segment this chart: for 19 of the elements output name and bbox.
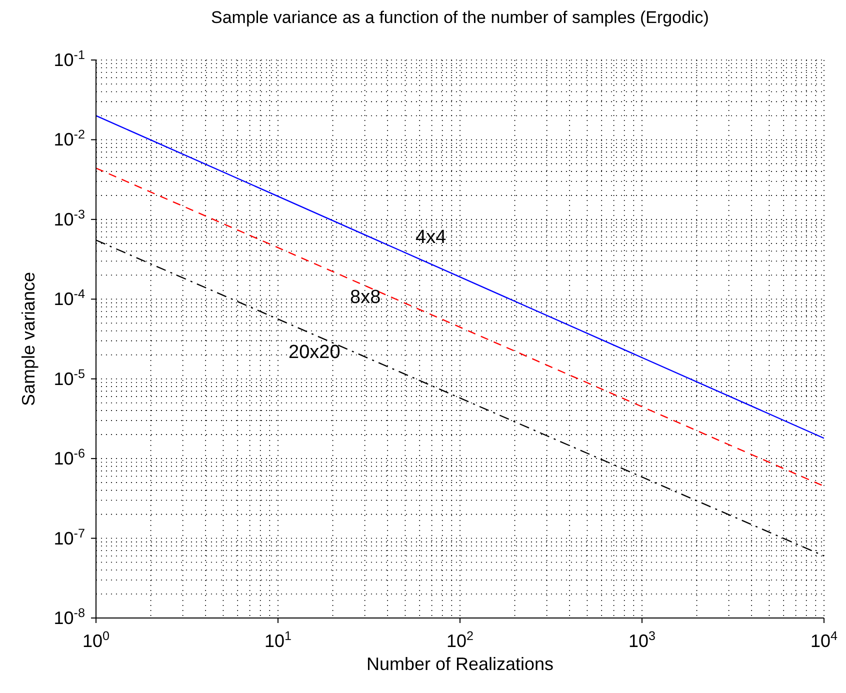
chart-title: Sample variance as a function of the number of samples (Ergodic) xyxy=(210,8,710,29)
x-tick-label: 10$^{0}$ xyxy=(82,629,110,651)
series-label: 8x8 xyxy=(350,286,381,308)
y-tick-label: 10$^{-1}$ xyxy=(54,48,85,70)
y-tick-label: 10$^{-8}$ xyxy=(54,606,85,628)
y-tick-label: 10$^{-7}$ xyxy=(54,526,85,548)
x-tick-label: 10$^{4}$ xyxy=(810,629,838,651)
x-axis-title: Number of Realizations xyxy=(366,654,554,674)
y-axis-title: Sample variance xyxy=(18,272,38,406)
x-tick-label: 10$^{2}$ xyxy=(446,629,474,651)
y-tick-label: 10$^{-4}$ xyxy=(54,287,85,310)
y-tick-label: 10$^{-6}$ xyxy=(54,446,85,469)
series-label: 20x20 xyxy=(288,342,340,363)
series-label: 4x4 xyxy=(416,227,447,248)
x-tick-label: 10$^{1}$ xyxy=(264,629,292,651)
y-tick-label: 10$^{-5}$ xyxy=(54,366,85,389)
x-tick-label: 10$^{3}$ xyxy=(628,629,656,651)
y-tick-label: 10$^{-3}$ xyxy=(54,207,85,230)
y-tick-label: 10$^{-2}$ xyxy=(54,128,85,150)
